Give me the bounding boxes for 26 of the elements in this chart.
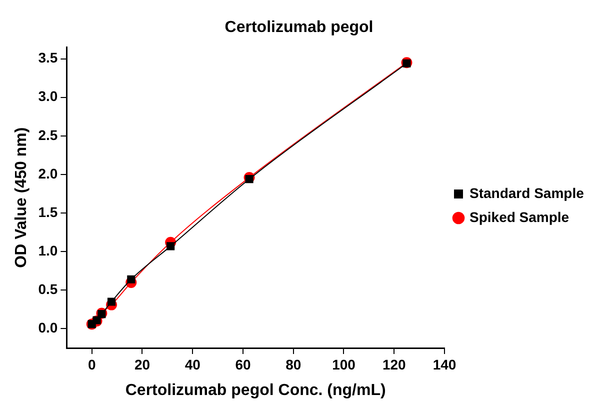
x-axis-title: Certolizumab pegol Conc. (ng/mL) — [125, 382, 386, 399]
point — [107, 298, 116, 306]
x-tick-label: 140 — [432, 356, 456, 372]
x-tick-label: 0 — [88, 356, 96, 372]
x-tick-label: 20 — [134, 356, 150, 372]
point — [166, 242, 175, 250]
x-tick-label: 120 — [382, 356, 406, 372]
chart-title: Certolizumab pegol — [224, 19, 374, 36]
legend-label: Standard Sample — [470, 184, 584, 201]
x-tick-label: 60 — [235, 356, 251, 372]
x-tick-label: 40 — [184, 356, 201, 372]
y-tick-label: 1.5 — [38, 204, 58, 220]
y-tick-label: 2.5 — [38, 126, 58, 143]
y-tick-label: 0.0 — [38, 320, 58, 336]
y-tick-label: 3.0 — [38, 88, 58, 104]
y-tick-label: 2.0 — [38, 165, 58, 182]
y-tick-label: 0.5 — [38, 281, 58, 298]
x-tick-label: 100 — [332, 356, 356, 372]
x-tick-label: 80 — [286, 356, 302, 372]
y-tick-label: 3.5 — [38, 50, 58, 66]
y-tick-label: 1.0 — [38, 242, 58, 258]
point — [245, 175, 254, 184]
y-axis-title: OD Value (450 nm) — [13, 127, 30, 268]
legend-label: Spiked Sample — [470, 208, 570, 225]
point — [98, 310, 106, 318]
point — [127, 275, 136, 284]
